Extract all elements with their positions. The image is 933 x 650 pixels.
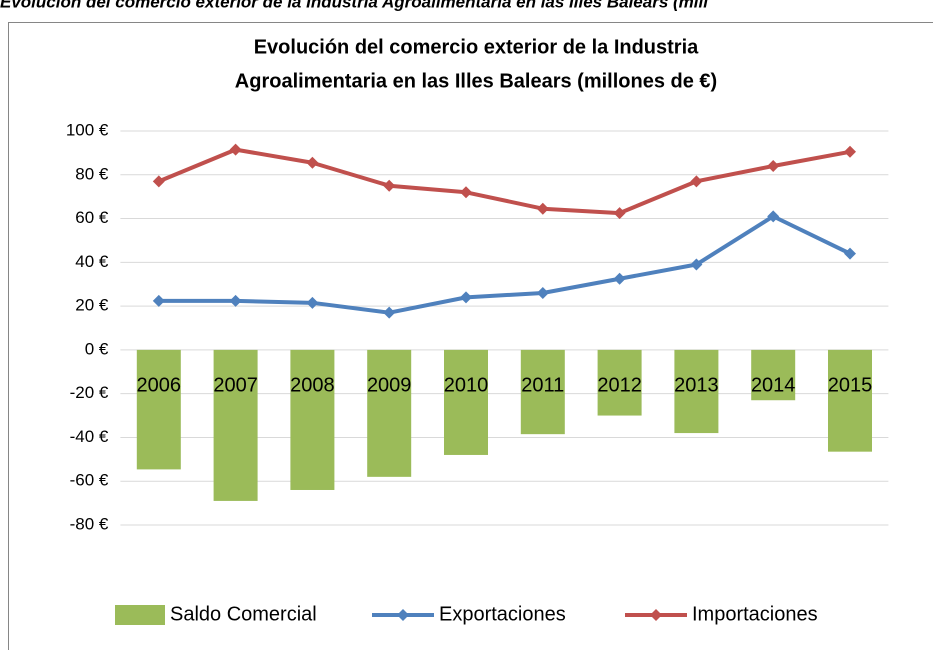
bar xyxy=(444,349,488,455)
legend-marker xyxy=(397,609,409,621)
y-tick-label: -40 € xyxy=(70,427,109,446)
x-tick-label: 2014 xyxy=(751,374,796,396)
x-tick-label: 2011 xyxy=(521,374,564,396)
legend-label: Saldo Comercial xyxy=(170,603,317,625)
y-tick-label: 0 € xyxy=(85,339,109,358)
point xyxy=(613,207,626,220)
point xyxy=(844,247,856,260)
point xyxy=(767,210,780,223)
line xyxy=(158,214,851,315)
y-tick-label: -60 € xyxy=(70,471,109,490)
caption: Evolución del comercio exterior de la In… xyxy=(0,0,709,11)
point xyxy=(383,306,396,319)
bar xyxy=(674,349,719,434)
point xyxy=(767,160,780,173)
bar xyxy=(290,349,335,490)
x-tick-label: 2012 xyxy=(597,374,642,396)
bar xyxy=(828,349,872,452)
point xyxy=(460,186,472,199)
y-tick-label: 80 € xyxy=(75,164,109,183)
point xyxy=(306,296,319,309)
point xyxy=(460,291,472,304)
x-tick-label: 2009 xyxy=(367,374,412,396)
x-tick-label: 2010 xyxy=(444,374,489,396)
point xyxy=(613,272,626,285)
point xyxy=(383,179,396,192)
x-tick-label: 2013 xyxy=(674,374,719,396)
bar xyxy=(213,349,258,501)
bar xyxy=(751,349,796,401)
point xyxy=(306,156,319,169)
point xyxy=(152,294,165,307)
bar xyxy=(520,349,565,435)
chart-title: Agroalimentaria en las Illes Balears (mi… xyxy=(235,70,717,92)
y-tick-label: 40 € xyxy=(75,252,109,271)
point xyxy=(690,175,703,188)
legend-label: Importaciones xyxy=(692,603,818,625)
legend-swatch xyxy=(115,605,165,625)
y-tick-label: -80 € xyxy=(70,514,109,533)
point xyxy=(229,294,242,307)
y-tick-label: 100 € xyxy=(66,120,109,139)
point xyxy=(536,202,549,215)
y-tick-label: 60 € xyxy=(75,208,109,227)
x-tick-label: 2008 xyxy=(290,374,335,396)
x-tick-label: 2007 xyxy=(213,374,258,396)
bar xyxy=(367,349,412,477)
point xyxy=(690,258,703,271)
legend-marker xyxy=(650,609,662,621)
line xyxy=(158,147,851,216)
legend-label: Exportaciones xyxy=(439,603,566,625)
bar xyxy=(136,349,181,470)
point xyxy=(536,286,549,299)
x-tick-label: 2006 xyxy=(137,374,182,396)
point xyxy=(152,175,165,188)
point xyxy=(844,145,856,158)
point xyxy=(229,143,242,156)
chart-title: Evolución del comercio exterior de la In… xyxy=(254,36,699,58)
y-tick-label: 20 € xyxy=(75,296,109,315)
y-tick-label: -20 € xyxy=(70,383,109,402)
chart-border xyxy=(8,22,933,650)
bar xyxy=(597,349,642,416)
x-tick-label: 2015 xyxy=(828,374,873,396)
